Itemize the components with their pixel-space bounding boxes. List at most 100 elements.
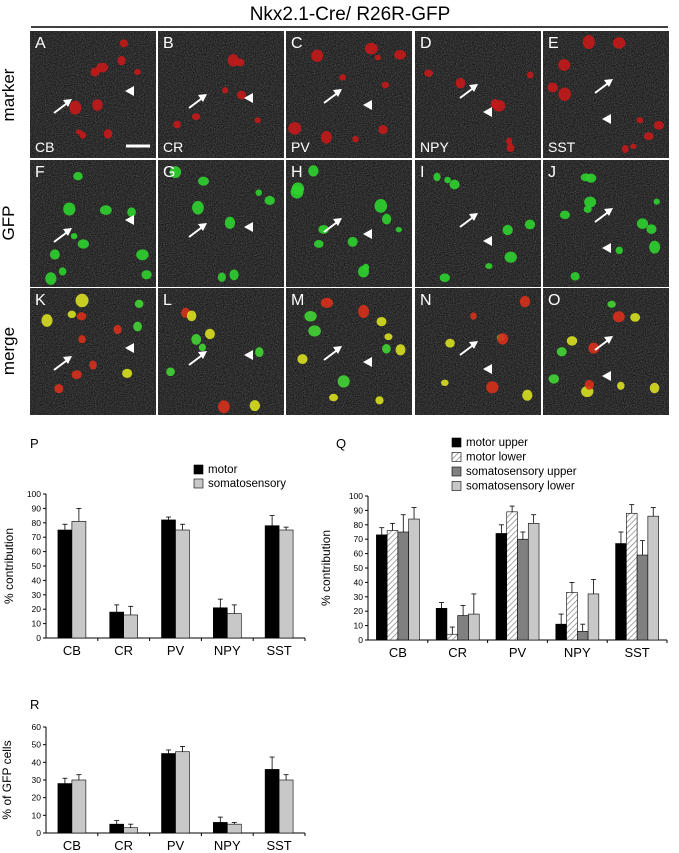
bar bbox=[264, 525, 280, 639]
bar bbox=[615, 543, 627, 641]
y-tick-label: 20 bbox=[32, 604, 42, 614]
micrograph-panel-j: J bbox=[543, 160, 669, 287]
micrograph-panel-d: D NPY bbox=[415, 31, 541, 158]
legend-swatch bbox=[451, 437, 462, 448]
legend-entry: somatosensory upper bbox=[466, 466, 577, 478]
bar bbox=[227, 613, 242, 639]
bar bbox=[555, 623, 567, 641]
chart-q: Q 0 10 20 30 40 50 60 70 80 90 100 % contribution CB C… bbox=[319, 436, 668, 660]
bar bbox=[457, 615, 469, 641]
y-tick-label: 80 bbox=[32, 518, 42, 528]
panel-marker-label: NPY bbox=[420, 139, 449, 155]
micrograph-panel-g: G bbox=[158, 160, 284, 287]
x-tick-label: NPY bbox=[214, 643, 241, 658]
x-tick-label: NPY bbox=[564, 645, 591, 660]
legend-entry: somatosensory lower bbox=[466, 481, 575, 493]
y-axis-label: % contribution bbox=[2, 528, 16, 604]
bar bbox=[506, 511, 518, 641]
panel-letter: I bbox=[420, 164, 424, 181]
y-tick-label: 50 bbox=[32, 561, 42, 571]
micrograph-panel-e: E SST bbox=[543, 31, 669, 158]
legend-swatch bbox=[451, 481, 462, 491]
bar bbox=[468, 613, 480, 641]
y-tick-label: 0 bbox=[358, 635, 363, 645]
x-tick-label: CB bbox=[389, 645, 407, 660]
bar bbox=[175, 529, 190, 639]
panel-marker-label: PV bbox=[291, 139, 310, 155]
bar bbox=[161, 519, 176, 639]
y-tick-label: 10 bbox=[32, 619, 42, 629]
chart-r: R 0 10 20 30 40 50 60 % of GFP cells CB CR PV NPY SST bbox=[0, 697, 306, 853]
legend-swatch bbox=[451, 466, 462, 477]
x-tick-label: PV bbox=[167, 838, 185, 853]
y-tick-label: 30 bbox=[32, 590, 42, 600]
chart-panel-letter: P bbox=[30, 436, 39, 451]
bar bbox=[446, 633, 459, 641]
bar bbox=[626, 512, 638, 641]
bar bbox=[71, 521, 87, 639]
bar bbox=[647, 515, 659, 641]
micrograph-panel-o: O bbox=[543, 288, 669, 415]
bar bbox=[161, 753, 176, 834]
micrograph-panel-h: H bbox=[286, 160, 412, 287]
bar bbox=[264, 769, 280, 834]
y-axis-label: % contribution bbox=[319, 530, 333, 606]
panel-letter: A bbox=[35, 35, 46, 52]
y-tick-label: 0 bbox=[36, 633, 41, 643]
micrograph-panel-l: L bbox=[158, 288, 284, 415]
legend-entry: somatosensory bbox=[208, 478, 286, 490]
bar bbox=[213, 822, 228, 834]
panel-letter: C bbox=[291, 35, 303, 52]
micrograph-panel-n: N bbox=[415, 288, 541, 415]
x-tick-label: PV bbox=[509, 645, 527, 660]
bar bbox=[397, 531, 409, 641]
x-tick-label: CB bbox=[63, 643, 81, 658]
x-tick-label: SST bbox=[266, 643, 291, 658]
x-tick-label: CR bbox=[448, 645, 467, 660]
y-tick-label: 60 bbox=[354, 549, 364, 559]
panel-letter: G bbox=[163, 164, 175, 181]
bar bbox=[566, 592, 578, 641]
bar bbox=[123, 614, 138, 639]
panel-marker-label: CB bbox=[35, 139, 54, 155]
y-tick-label: 70 bbox=[354, 534, 364, 544]
bar bbox=[408, 518, 420, 641]
x-tick-label: CR bbox=[114, 838, 133, 853]
row-label-marker: marker bbox=[0, 68, 18, 121]
y-axis-label: % of GFP cells bbox=[0, 740, 14, 819]
bar bbox=[278, 529, 294, 639]
bar bbox=[109, 823, 124, 834]
micrograph-panel-m: M bbox=[286, 288, 412, 415]
bar bbox=[587, 593, 600, 641]
bar bbox=[175, 751, 190, 834]
y-tick-label: 60 bbox=[32, 722, 42, 732]
y-tick-label: 20 bbox=[354, 606, 364, 616]
panel-letter: H bbox=[291, 164, 303, 181]
y-tick-label: 100 bbox=[349, 491, 363, 501]
panel-letter: N bbox=[420, 292, 432, 309]
bar bbox=[386, 530, 399, 641]
y-tick-label: 30 bbox=[32, 775, 42, 785]
y-tick-label: 10 bbox=[354, 621, 364, 631]
panel-letter: K bbox=[35, 292, 46, 309]
bar bbox=[227, 823, 242, 834]
bar bbox=[495, 533, 508, 641]
panel-letter: J bbox=[548, 164, 556, 181]
y-tick-label: 50 bbox=[354, 563, 364, 573]
y-tick-label: 20 bbox=[32, 793, 42, 803]
legend-swatch bbox=[193, 478, 204, 489]
y-tick-label: 90 bbox=[32, 503, 42, 513]
x-tick-label: SST bbox=[266, 838, 291, 853]
panel-letter: L bbox=[163, 292, 172, 309]
micrograph-panel-c: C PV bbox=[286, 31, 412, 158]
row-label-gfp: GFP bbox=[0, 206, 18, 241]
bar bbox=[278, 779, 294, 834]
bar bbox=[213, 607, 228, 639]
legend-entry: motor bbox=[208, 464, 238, 476]
micrograph-panel-b: B CR bbox=[158, 31, 284, 158]
y-tick-label: 0 bbox=[36, 828, 41, 838]
bar bbox=[123, 827, 138, 834]
x-tick-label: SST bbox=[624, 645, 649, 660]
